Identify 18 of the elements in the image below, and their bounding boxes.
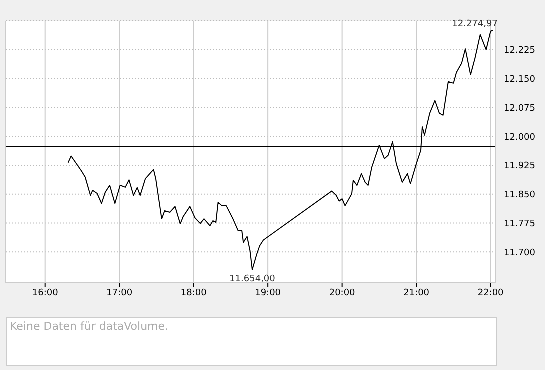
annotation: 11.654,00 xyxy=(230,274,276,284)
x-tick-label: 19:00 xyxy=(255,288,282,298)
y-tick-label: 11.775 xyxy=(504,219,536,230)
y-tick-label: 12.075 xyxy=(504,104,536,114)
x-tick-label: 16:00 xyxy=(32,288,59,298)
x-tick-label: 20:00 xyxy=(329,288,356,298)
y-tick-label: 11.925 xyxy=(504,162,536,172)
annotation: 12.274,97 xyxy=(452,20,498,30)
text: Keine Daten für dataVolume. xyxy=(9,319,170,335)
x-tick-label: 17:00 xyxy=(106,288,133,298)
x-tick-label: 22:00 xyxy=(478,288,504,298)
y-tick-label: 12.000 xyxy=(504,132,536,143)
x-tick-label: 18:00 xyxy=(180,288,208,298)
y-tick-label: 12.225 xyxy=(504,46,536,56)
x-tick-label: 21:00 xyxy=(404,288,430,298)
y-tick-label: 11.700 xyxy=(504,248,536,258)
y-tick-label: 12.150 xyxy=(504,74,536,85)
y-tick-label: 11.850 xyxy=(504,190,536,201)
